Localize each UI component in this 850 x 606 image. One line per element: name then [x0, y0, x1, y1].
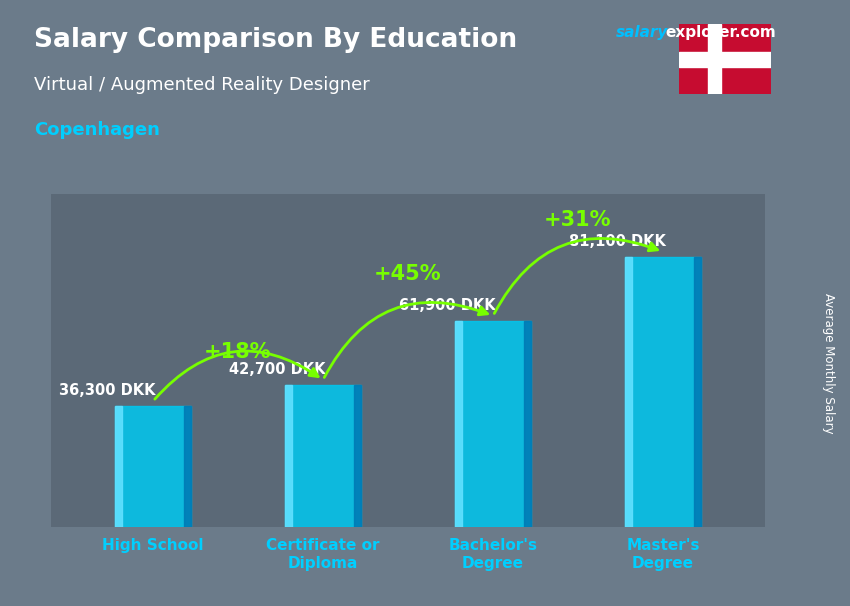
Text: 61,900 DKK: 61,900 DKK [399, 298, 496, 313]
Bar [625, 257, 632, 527]
Bar [708, 24, 721, 94]
Bar [115, 406, 191, 527]
Text: Salary Comparison By Education: Salary Comparison By Education [34, 27, 517, 53]
Bar [694, 257, 701, 527]
Bar [455, 321, 462, 527]
Text: salary: salary [616, 25, 669, 41]
Bar [524, 321, 531, 527]
Text: 81,100 DKK: 81,100 DKK [569, 233, 666, 248]
Bar [285, 385, 361, 527]
Bar [184, 406, 191, 527]
Text: 36,300 DKK: 36,300 DKK [59, 383, 156, 398]
Bar [455, 321, 531, 527]
Text: +31%: +31% [544, 210, 612, 230]
Bar [678, 52, 771, 67]
Bar [625, 257, 701, 527]
Text: Copenhagen: Copenhagen [34, 121, 160, 139]
Text: Average Monthly Salary: Average Monthly Salary [822, 293, 836, 434]
Text: 42,700 DKK: 42,700 DKK [229, 362, 326, 376]
Text: Virtual / Augmented Reality Designer: Virtual / Augmented Reality Designer [34, 76, 370, 94]
Bar [285, 385, 292, 527]
Bar [115, 406, 122, 527]
Text: explorer.com: explorer.com [666, 25, 776, 41]
Text: +45%: +45% [374, 264, 442, 284]
Text: +18%: +18% [204, 342, 272, 362]
Bar [354, 385, 361, 527]
